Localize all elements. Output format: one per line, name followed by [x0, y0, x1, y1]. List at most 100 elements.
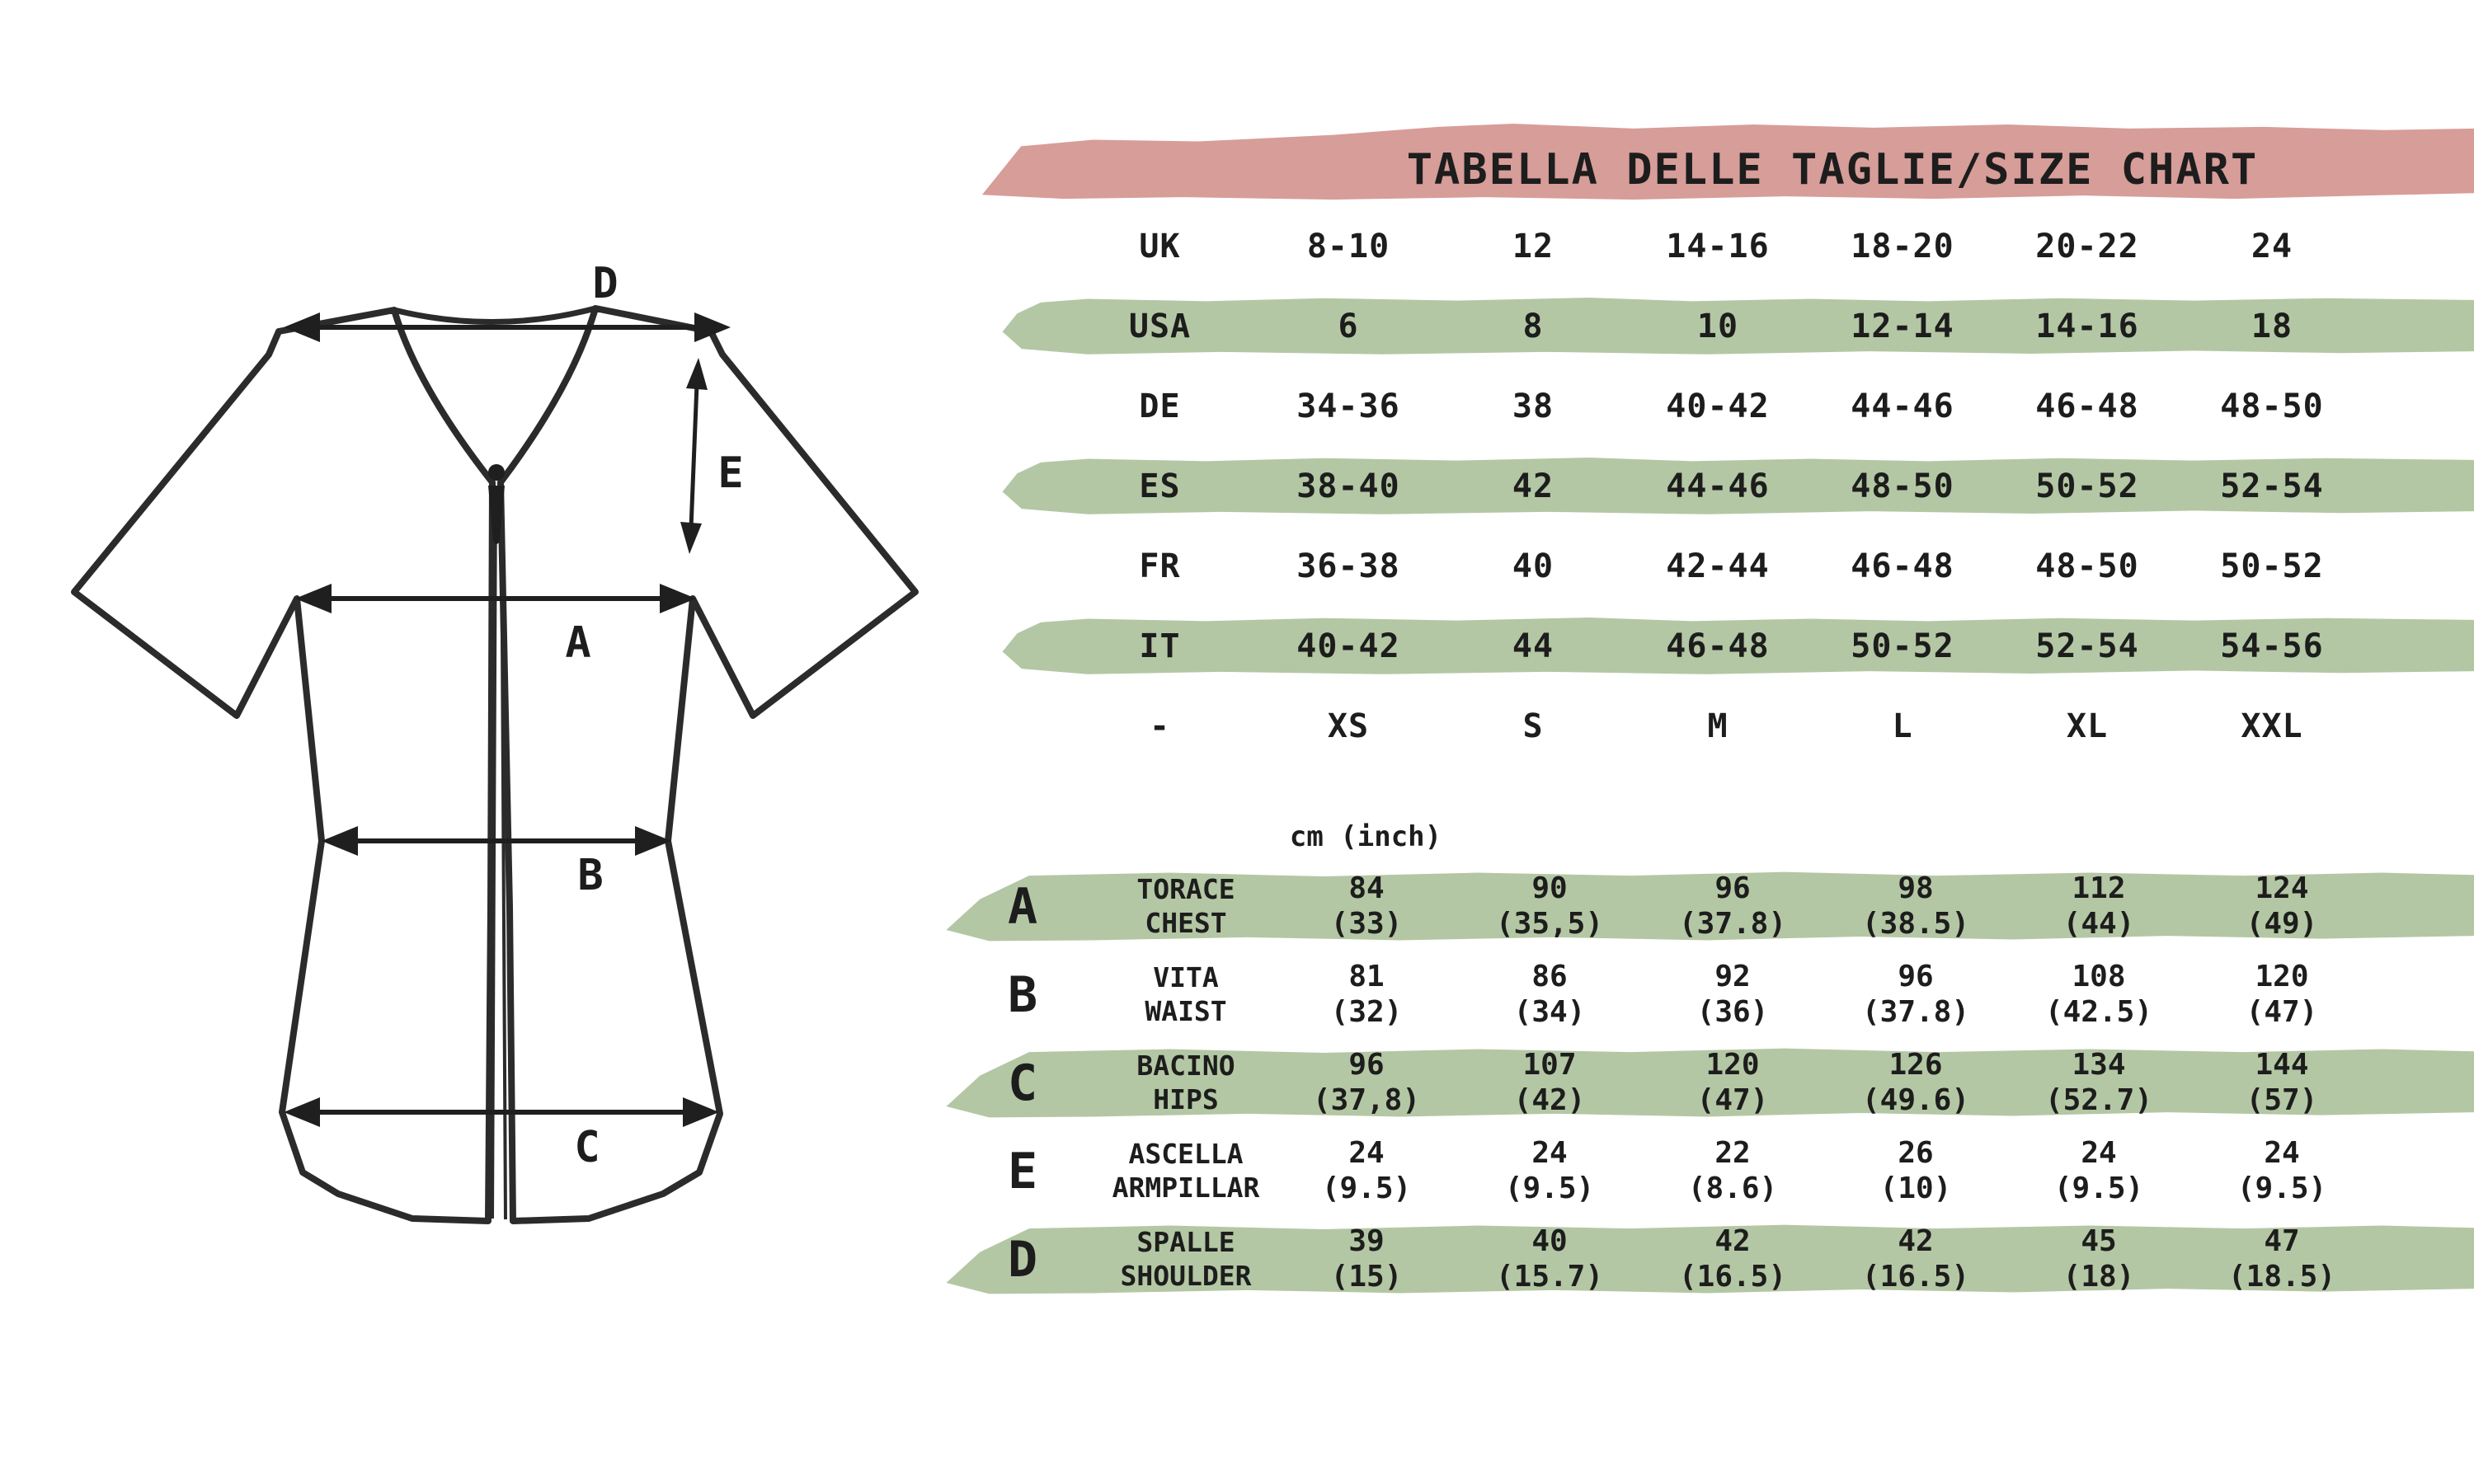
measurement-value: 24 (9.5) [1275, 1136, 1458, 1206]
value-inch: (8.6) [1687, 1171, 1778, 1205]
value-inch: (32) [1330, 994, 1403, 1029]
size-value: 44 [1512, 627, 1554, 665]
value-inch: (15.7) [1495, 1259, 1604, 1294]
value-inch: (33) [1330, 906, 1403, 941]
value-cm: 39 [1348, 1224, 1385, 1259]
value-cm: 42 [1714, 1224, 1751, 1259]
measurement-value: 144 (57) [2190, 1048, 2373, 1118]
value-inch: (9.5) [1504, 1171, 1595, 1205]
measurement-label: BACINO HIPS [1097, 1050, 1275, 1116]
measurement-value: 112 (44) [2007, 871, 2190, 942]
highlight-band [946, 871, 2474, 942]
value-inch: (15) [1330, 1259, 1403, 1294]
value-inch: (34) [1513, 994, 1586, 1029]
measurement-label-it: SPALLE [1136, 1226, 1235, 1259]
size-row-es: ES 38-40 42 44-46 48-50 50-52 52-54 [1002, 446, 2474, 526]
value-cm: 47 [2264, 1224, 2300, 1259]
measurement-value: 39 (15) [1275, 1224, 1458, 1294]
size-value: 44-46 [1666, 467, 1770, 505]
zipper-line-right [500, 487, 507, 1220]
highlight-band [1002, 617, 2474, 674]
size-value: M [1707, 707, 1729, 745]
highlight-band [1002, 457, 2474, 514]
size-value: XL [2066, 707, 2109, 745]
unit-note: cm (inch) [1289, 820, 1442, 853]
size-value: 50-52 [2035, 467, 2139, 505]
value-inch: (16.5) [1678, 1259, 1787, 1294]
value-cm: 98 [1898, 871, 1934, 906]
size-value: 48-50 [2220, 387, 2324, 425]
size-value: L [1892, 707, 1913, 745]
value-inch: (52.7) [2044, 1082, 2153, 1117]
value-inch: (57) [2246, 1082, 2318, 1117]
value-cm: 24 [1531, 1136, 1568, 1171]
value-cm: 24 [2264, 1136, 2300, 1171]
size-value: 12 [1512, 227, 1554, 265]
value-cm: 84 [1348, 871, 1385, 906]
size-row-intl: - XS S M L XL XXL [1064, 686, 2364, 766]
size-value: XXL [2241, 707, 2303, 745]
value-cm: 108 [2072, 960, 2126, 994]
page-title: TABELLA DELLE TAGLIE/SIZE CHART [1406, 145, 2259, 195]
measurement-value: 92 (36) [1641, 960, 1824, 1030]
size-value: 24 [2251, 227, 2293, 265]
measurement-label: ASCELLA ARMPILLAR [1097, 1138, 1275, 1205]
measurement-label: SPALLE SHOULDER [1097, 1226, 1275, 1293]
region-label: DE [1139, 387, 1181, 425]
size-value: 14-16 [1666, 227, 1770, 265]
measurement-value: 108 (42.5) [2007, 960, 2190, 1030]
dimension-arrow-shoulder [284, 312, 731, 342]
measurement-label-en: HIPS [1153, 1082, 1219, 1115]
measurement-label-en: CHEST [1145, 906, 1227, 939]
measurement-value: 124 (49) [2190, 871, 2373, 942]
dimension-arrow-hips [284, 1097, 719, 1127]
size-value: 6 [1338, 307, 1359, 345]
value-inch: (16.5) [1861, 1259, 1970, 1294]
value-inch: (35,5) [1495, 906, 1604, 941]
measurement-value: 42 (16.5) [1641, 1224, 1824, 1294]
size-value: 46-48 [1851, 547, 1954, 585]
size-value: 38-40 [1296, 467, 1400, 505]
value-cm: 42 [1898, 1224, 1934, 1259]
size-value: 40 [1512, 547, 1554, 585]
dimension-arrow-armpit [680, 358, 708, 554]
garment-left-panel [71, 307, 496, 1224]
highlight-band [1002, 297, 2474, 355]
value-cm: 126 [1888, 1048, 1943, 1082]
size-value: 18 [2251, 307, 2293, 345]
value-cm: 81 [1348, 960, 1385, 994]
measurement-value: 24 (9.5) [2007, 1136, 2190, 1206]
size-value: 20-22 [2035, 227, 2139, 265]
value-cm: 90 [1531, 871, 1568, 906]
value-cm: 40 [1531, 1224, 1568, 1259]
size-value: 34-36 [1296, 387, 1400, 425]
measurement-label-en: SHOULDER [1120, 1259, 1252, 1292]
value-inch: (38.5) [1861, 906, 1970, 941]
value-inch: (36) [1696, 994, 1769, 1029]
measurement-value: 86 (34) [1458, 960, 1641, 1030]
measurement-row-e: E ASCELLA ARMPILLAR 24 (9.5) 24 (9.5) 22 (8.6) 26… [948, 1127, 2373, 1215]
size-row-de: DE 34-36 38 40-42 44-46 46-48 48-50 [1064, 366, 2364, 446]
measurement-label-it: BACINO [1136, 1050, 1235, 1082]
measurement-value: 26 (10) [1824, 1136, 2007, 1206]
value-inch: (49.6) [1861, 1082, 1970, 1117]
size-value: 46-48 [2035, 387, 2139, 425]
size-value: 48-50 [2035, 547, 2139, 585]
region-label: FR [1139, 547, 1181, 585]
measurement-value: 24 (9.5) [1458, 1136, 1641, 1206]
value-cm: 112 [2072, 871, 2126, 906]
size-value: 48-50 [1851, 467, 1954, 505]
value-cm: 124 [2255, 871, 2309, 906]
value-inch: (37.8) [1678, 906, 1787, 941]
value-cm: 96 [1348, 1048, 1385, 1082]
region-label: IT [1139, 627, 1181, 665]
size-value: 50-52 [1851, 627, 1954, 665]
size-value: 52-54 [2220, 467, 2324, 505]
value-inch: (18.5) [2227, 1259, 2336, 1294]
region-label: - [1149, 707, 1171, 745]
measurement-value: 98 (38.5) [1824, 871, 2007, 942]
size-value: 54-56 [2220, 627, 2324, 665]
value-inch: (44) [2062, 906, 2135, 941]
size-value: 8-10 [1306, 227, 1390, 265]
measurement-label: VITA WAIST [1097, 961, 1275, 1028]
